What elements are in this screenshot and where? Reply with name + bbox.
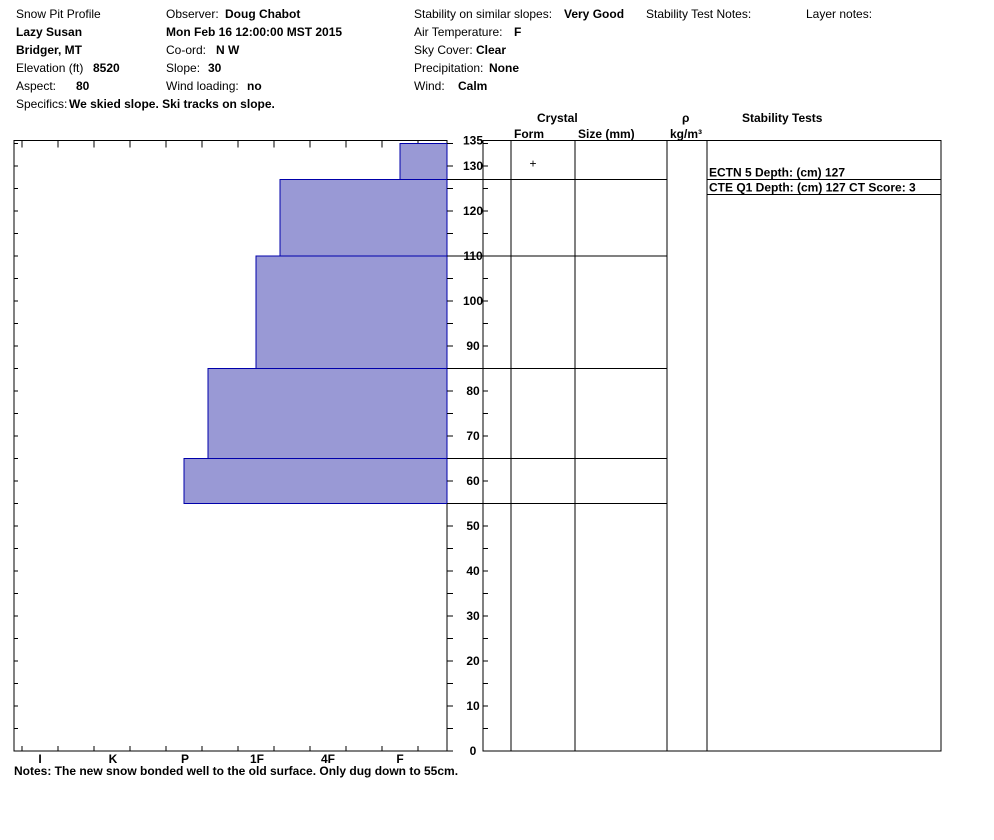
hardness-bar	[207, 368, 448, 459]
stability-test-entry: ECTN 5 Depth: (cm) 127	[709, 166, 845, 180]
height-tick-label: 80	[466, 384, 480, 398]
location-name: Lazy Susan	[16, 25, 83, 39]
stability-tests-header: Stability Tests	[742, 111, 823, 125]
height-tick-label: 50	[466, 519, 480, 533]
coord-label: Co-ord:	[166, 43, 207, 57]
hardness-tick-label: P	[181, 752, 189, 766]
specifics-value: We skied slope. Ski tracks on slope.	[69, 97, 275, 111]
table-frame	[482, 140, 942, 752]
hardness-bar	[255, 255, 448, 369]
form-header: Form	[514, 127, 544, 141]
elevation-label: Elevation (ft)	[16, 61, 84, 75]
specifics-label: Specifics:	[16, 97, 68, 111]
hardness-tick-label: F	[396, 752, 403, 766]
density-symbol-header: ρ	[682, 111, 690, 125]
height-tick-label: 10	[466, 699, 480, 713]
datetime: Mon Feb 16 12:00:00 MST 2015	[166, 25, 343, 39]
height-tick-label: 135	[463, 134, 483, 148]
page-title: Snow Pit Profile	[16, 7, 101, 21]
observer-label: Observer:	[166, 7, 219, 21]
aspect-label: Aspect:	[16, 79, 57, 93]
wind-value: Calm	[458, 79, 488, 93]
air-temp-label: Air Temperature:	[414, 25, 503, 39]
hardness-bar	[279, 179, 448, 257]
notes: Notes: The new snow bonded well to the o…	[14, 764, 459, 778]
size-header: Size (mm)	[578, 127, 635, 141]
layer-notes-label: Layer notes:	[806, 7, 873, 21]
hardness-tick-label: 4F	[321, 752, 335, 766]
height-tick-label: 40	[466, 564, 480, 578]
precip-value: None	[489, 61, 519, 75]
aspect-value: 80	[76, 79, 90, 93]
density-unit-header: kg/m³	[670, 127, 703, 141]
stability-test-entry: CTE Q1 Depth: (cm) 127 CT Score: 3	[709, 181, 916, 195]
height-tick-label: 60	[466, 474, 480, 488]
stability-value: Very Good	[564, 7, 625, 21]
stability-label: Stability on similar slopes:	[414, 7, 553, 21]
elevation-value: 8520	[93, 61, 120, 75]
height-tick-label: 130	[463, 159, 483, 173]
wind-label: Wind:	[414, 79, 445, 93]
coord-value: N W	[216, 43, 240, 57]
region-name: Bridger, MT	[16, 43, 83, 57]
hardness-tick-label: I	[38, 752, 41, 766]
observer-value: Doug Chabot	[225, 7, 301, 21]
height-tick-label: 120	[463, 204, 483, 218]
height-tick-label: 70	[466, 429, 480, 443]
air-temp-value: F	[514, 25, 522, 39]
crystal-form-symbol: +	[529, 157, 536, 171]
hardness-bar	[399, 143, 448, 180]
height-tick-label: 0	[470, 744, 477, 758]
height-tick-label: 30	[466, 609, 480, 623]
slope-value: 30	[208, 61, 222, 75]
wind-loading-value: no	[247, 79, 262, 93]
stability-notes-label: Stability Test Notes:	[646, 7, 752, 21]
height-tick-label: 90	[466, 339, 480, 353]
sky-value: Clear	[476, 43, 507, 57]
hardness-bar	[183, 458, 448, 504]
hardness-tick-label: 1F	[250, 752, 264, 766]
sky-label: Sky Cover:	[414, 43, 473, 57]
slope-label: Slope:	[166, 61, 201, 75]
precip-label: Precipitation:	[414, 61, 484, 75]
crystal-header: Crystal	[537, 111, 578, 125]
height-tick-label: 20	[466, 654, 480, 668]
hardness-tick-label: K	[109, 752, 118, 766]
wind-loading-label: Wind loading:	[166, 79, 239, 93]
height-tick-label: 100	[463, 294, 483, 308]
